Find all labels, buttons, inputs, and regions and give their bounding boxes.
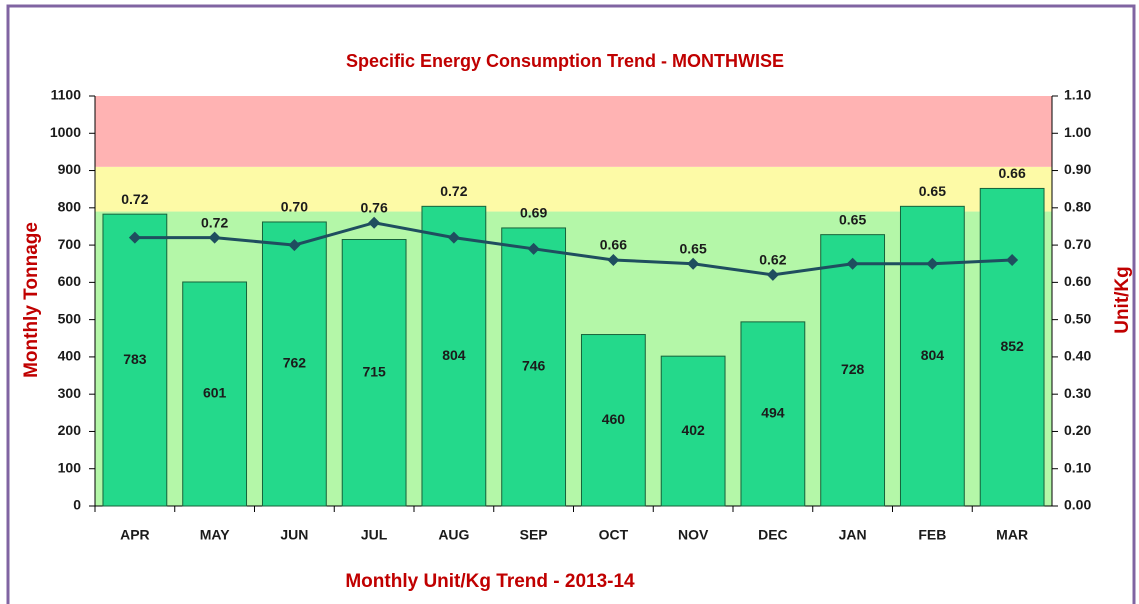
bar (740, 321, 806, 507)
bar-value-label: 804 (921, 347, 945, 363)
line-value-label: 0.65 (839, 211, 866, 227)
bar (580, 334, 646, 507)
x-tick-label: SEP (520, 527, 548, 543)
line (134, 221, 1013, 277)
x-tick-label: JUN (280, 527, 308, 543)
y-tick-label: 0 (73, 497, 81, 513)
line-value-label: 0.72 (121, 191, 148, 207)
y2-tick-label: 0.70 (1064, 236, 1091, 252)
x-tick-label: JAN (839, 527, 867, 543)
y-tick-label: 1100 (51, 87, 82, 103)
bar-value-label: 715 (362, 363, 386, 379)
y2-tick-label: 0.60 (1064, 273, 1091, 289)
y-tick-label: 1000 (50, 124, 81, 140)
y-tick-label: 400 (58, 348, 82, 364)
marker (766, 268, 779, 281)
y2-tick-label: 0.30 (1064, 385, 1091, 401)
y2-tick-label: 0.20 (1064, 422, 1091, 438)
x-tick-label: AUG (438, 527, 469, 543)
bar-value-label: 783 (123, 351, 147, 367)
marker (368, 216, 381, 229)
line-value-label: 0.65 (680, 240, 707, 256)
line-value-label: 0.69 (520, 205, 547, 221)
marker (527, 242, 540, 255)
y2-tick-label: 1.10 (1064, 87, 1091, 103)
x-tick-label: DEC (758, 527, 788, 543)
y-tick-label: 600 (58, 273, 82, 289)
y-tick-label: 200 (58, 422, 82, 438)
y-tick-label: 100 (58, 459, 82, 475)
line-value-label: 0.62 (759, 252, 786, 268)
x-tick-label: JUL (361, 527, 388, 543)
y2-tick-label: 0.90 (1064, 161, 1091, 177)
bar-value-label: 762 (283, 355, 307, 371)
marker (288, 239, 301, 252)
y-tick-label: 300 (58, 385, 82, 401)
y2-tick-label: 0.00 (1064, 497, 1091, 513)
x-axis-title: Monthly Unit/Kg Trend - 2013-14 (345, 571, 635, 592)
marker (687, 257, 700, 270)
bar (421, 205, 487, 507)
x-tick-label: FEB (918, 527, 946, 543)
x-tick-label: MAR (996, 527, 1028, 543)
bar-value-label: 852 (1000, 338, 1024, 354)
marker (128, 231, 141, 244)
line-value-label: 0.70 (281, 199, 308, 215)
y2-tick-label: 0.50 (1064, 310, 1091, 326)
y-tick-label: 500 (58, 310, 82, 326)
bar-value-label: 804 (442, 347, 466, 363)
bar (341, 239, 407, 507)
bar-value-label: 728 (841, 361, 865, 377)
bar (820, 234, 886, 507)
chart-title: Specific Energy Consumption Trend - MONT… (346, 51, 784, 71)
y2-axis-title: Unit/Kg (1112, 266, 1133, 334)
y2-tick-label: 0.40 (1064, 348, 1091, 364)
y-tick-label: 800 (58, 199, 82, 215)
bar (979, 187, 1045, 507)
y2-tick-label: 0.10 (1064, 459, 1091, 475)
x-tick-label: NOV (678, 527, 709, 543)
x-tick-label: OCT (599, 527, 629, 543)
bar (261, 221, 327, 507)
line-value-label: 0.66 (999, 165, 1026, 181)
marker (447, 231, 460, 244)
bar-value-label: 402 (681, 422, 705, 438)
line-value-label: 0.76 (361, 199, 388, 215)
marker (208, 231, 221, 244)
line-value-label: 0.66 (600, 237, 627, 253)
y-tick-label: 700 (58, 236, 82, 252)
band (95, 211, 1052, 506)
bar-value-label: 460 (602, 411, 626, 427)
x-tick-label: MAY (200, 527, 230, 543)
marker (926, 257, 939, 270)
x-tick-label: APR (120, 527, 150, 543)
line-value-label: 0.72 (440, 183, 467, 199)
line-value-label: 0.65 (919, 183, 946, 199)
y-tick-label: 900 (58, 161, 82, 177)
bar (501, 227, 567, 507)
frame (6, 4, 1136, 604)
bar-value-label: 601 (203, 385, 227, 401)
y2-tick-label: 1.00 (1064, 124, 1091, 140)
bar-value-label: 494 (761, 405, 785, 421)
bar-value-label: 746 (522, 358, 546, 374)
line-value-label: 0.72 (201, 214, 228, 230)
bar (899, 205, 965, 507)
bar (660, 355, 726, 507)
marker (1006, 254, 1019, 266)
y-axis-title: Monthly Tonnage (21, 222, 42, 378)
bar (182, 281, 248, 507)
marker (607, 254, 620, 266)
bar (102, 213, 168, 507)
y2-tick-label: 0.80 (1064, 199, 1091, 215)
band (95, 96, 1052, 167)
marker (846, 257, 859, 270)
band (95, 166, 1052, 212)
